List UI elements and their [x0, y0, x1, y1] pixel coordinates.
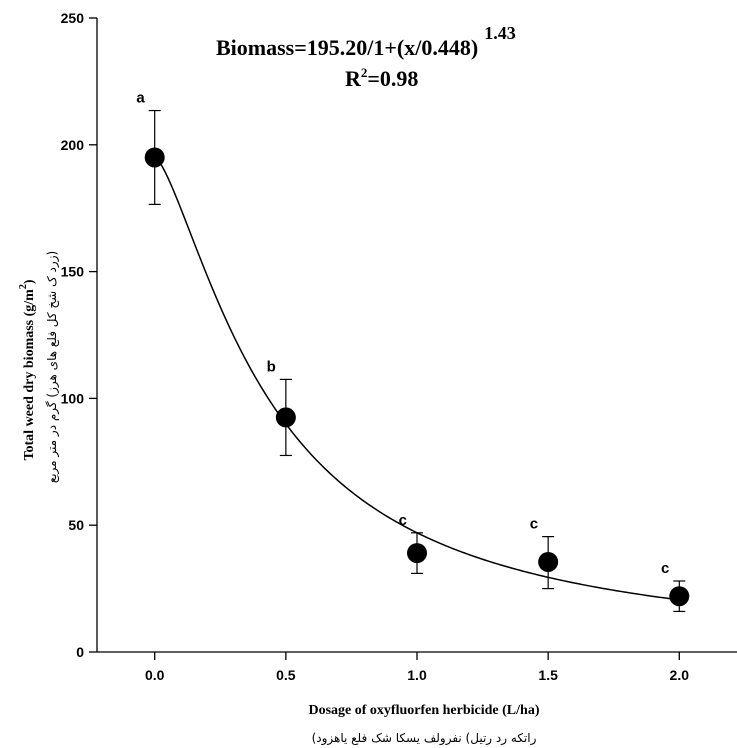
significance-letter-3: c	[530, 516, 538, 533]
x-tick-label-1.0: 1.0	[407, 667, 427, 683]
y-tick-label-100: 100	[61, 390, 85, 406]
y-axis-title-main: Total weed dry biomass (g/m	[22, 289, 37, 461]
y-axis-title-sup: 2	[18, 284, 29, 289]
significance-letters: a b c c c	[136, 90, 669, 577]
significance-letter-4: c	[661, 560, 669, 577]
x-tick-label-0.5: 0.5	[276, 667, 296, 683]
x-axis-subtitle: راتکه رد رتیل) نفرولف یسکا شک فلع یاهزود…	[312, 731, 537, 746]
y-tick-label-250: 250	[61, 10, 85, 26]
r-squared-r: R	[345, 66, 362, 91]
x-axis-ticks: 0.0 0.5 1.0 1.5 2.0	[145, 652, 689, 683]
x-tick-label-1.5: 1.5	[538, 667, 558, 683]
y-tick-label-50: 50	[68, 517, 84, 533]
y-tick-label-200: 200	[61, 137, 85, 153]
data-point-3	[538, 551, 559, 572]
y-axis-title-close: )	[22, 279, 37, 284]
equation-exponent: 1.43	[484, 23, 516, 43]
equation-line-2: R2=0.98	[345, 65, 418, 91]
data-point-1	[275, 407, 296, 428]
r-squared-value: =0.98	[367, 66, 418, 91]
x-tick-label-0.0: 0.0	[145, 667, 165, 683]
equation-main-text: Biomass=195.20/1+(x/0.448)	[216, 35, 478, 60]
r-squared-sup: 2	[361, 65, 368, 80]
y-axis-subtitle: (زرد ک شخ کل فلع های هرز) گرم در متر مرب…	[45, 251, 60, 483]
data-point-0	[144, 147, 165, 168]
data-point-4	[669, 586, 690, 607]
equation-line-1: Biomass=195.20/1+(x/0.448) 1.43	[216, 23, 516, 60]
significance-letter-2: c	[399, 512, 407, 529]
data-points	[144, 147, 690, 607]
y-tick-label-150: 150	[61, 264, 85, 280]
y-axis-title: Total weed dry biomass (g/m2)	[18, 279, 37, 460]
y-tick-label-0: 0	[76, 644, 84, 660]
x-tick-label-2.0: 2.0	[670, 667, 690, 683]
x-axis-title: Dosage of oxyfluorfen herbicide (L/ha)	[309, 703, 540, 718]
significance-letter-0: a	[136, 90, 145, 107]
y-axis-ticks: 0 50 100 150 200 250	[61, 10, 97, 660]
error-bars	[148, 109, 686, 613]
significance-letter-1: b	[267, 358, 276, 375]
data-point-2	[407, 543, 427, 564]
